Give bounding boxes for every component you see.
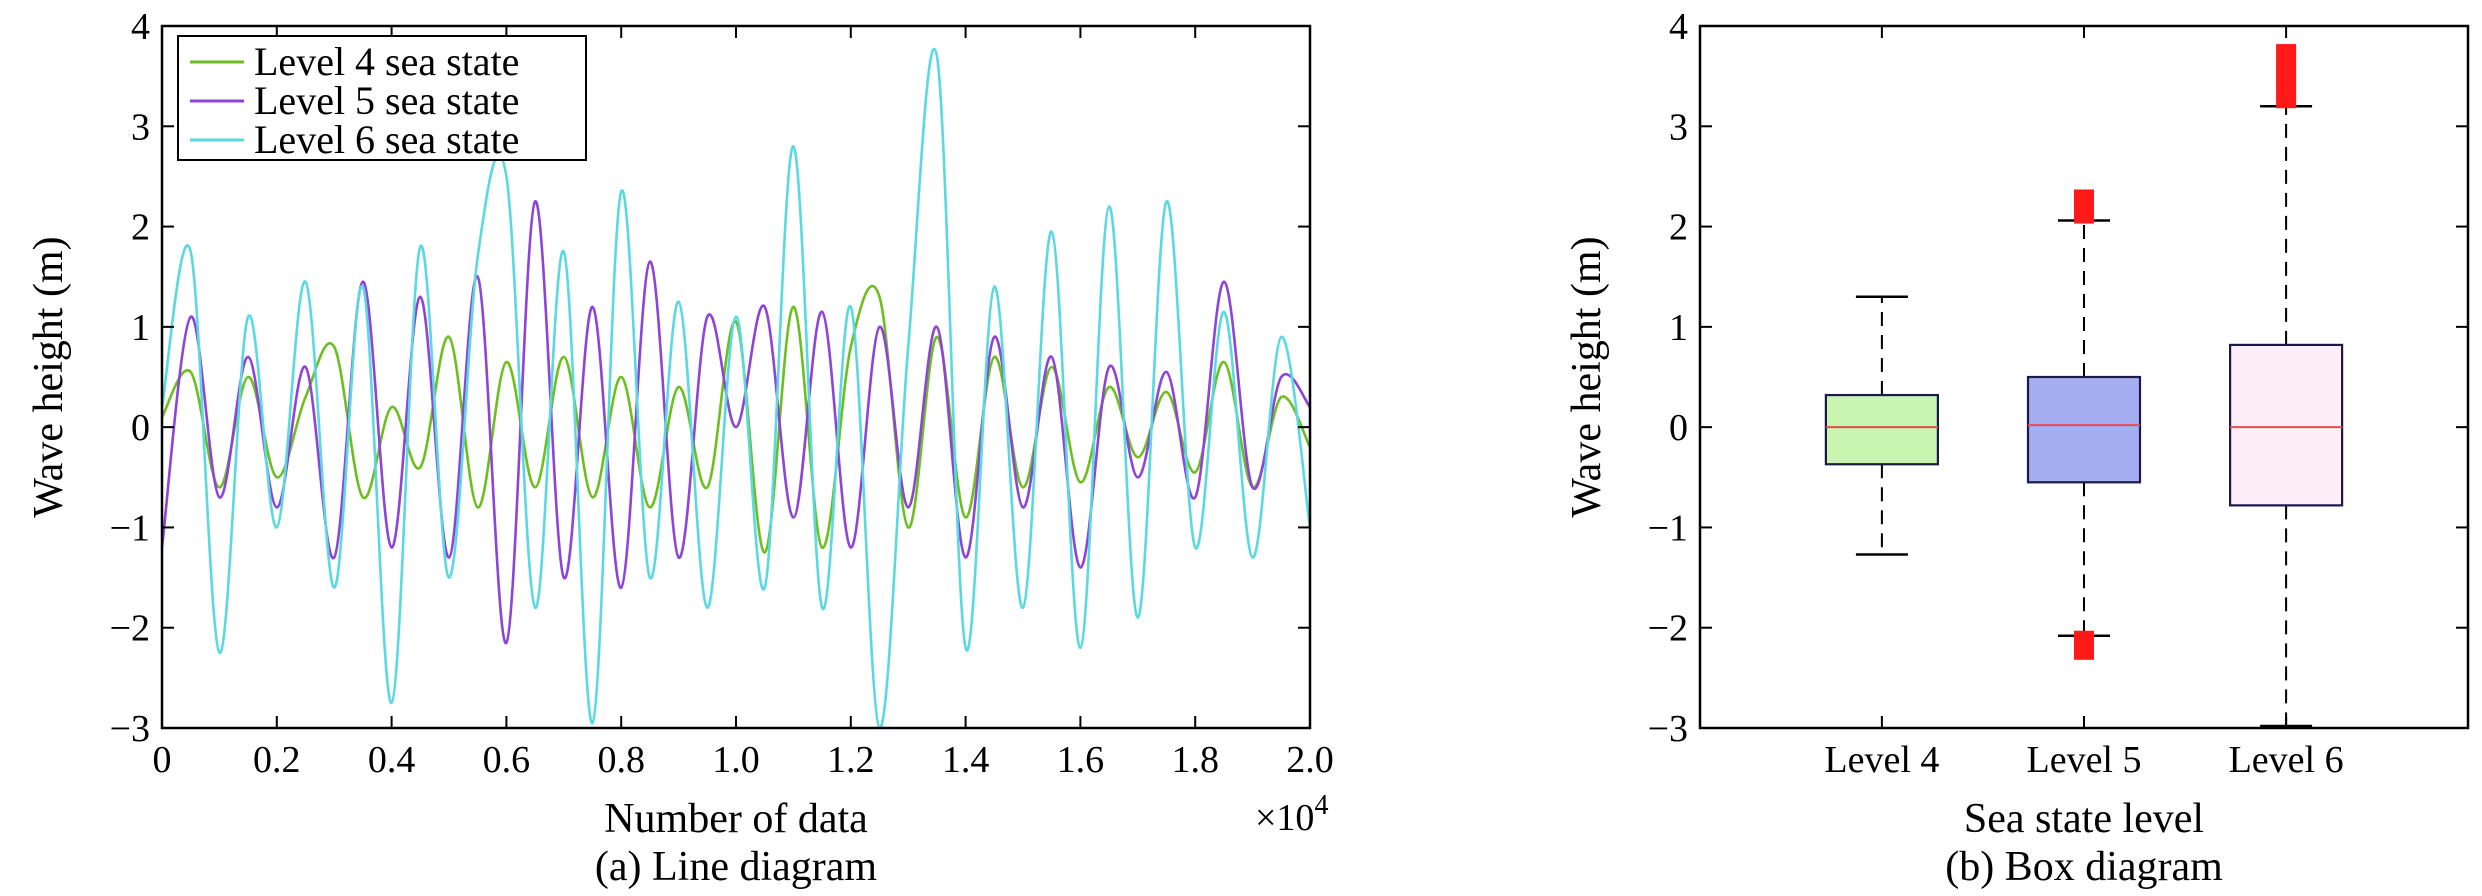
line-chart-y-axis-title: Wave height (m) <box>26 236 72 517</box>
interquartile-box <box>2026 375 2142 484</box>
x-tick-label: 0.4 <box>368 739 416 781</box>
box-chart-y-ticks: −3 −2 −1 0 1 2 3 4 <box>1648 6 2468 750</box>
x-tick-label: 1.4 <box>942 739 990 781</box>
box-level-4 <box>1824 295 1939 556</box>
line-chart-caption: (a) Line diagram <box>595 844 878 890</box>
y-tick-label: 3 <box>131 106 150 148</box>
y-tick-label: −1 <box>110 507 150 549</box>
series-line-level-6 <box>160 47 1312 730</box>
y-tick-label: 3 <box>1669 106 1688 148</box>
y-tick-label: 1 <box>131 307 150 349</box>
y-tick-label: 4 <box>1669 6 1688 48</box>
box-level-5 <box>2026 189 2142 660</box>
y-tick-label: 2 <box>1669 207 1688 249</box>
interquartile-box <box>1824 393 1939 466</box>
line-chart-x-multiplier: ×104 <box>1255 790 1328 839</box>
y-tick-label: −2 <box>1648 608 1688 650</box>
box-chart-panel: −3 −2 −1 0 1 2 3 4 Level 4 Level 5 Level 6 Sea st… <box>1564 6 2470 890</box>
legend-entry: Level 5 sea state <box>254 78 519 123</box>
legend-entry: Level 4 sea state <box>254 39 519 84</box>
series-line-level-5 <box>160 200 1312 645</box>
x-tick-label: 1.2 <box>827 739 875 781</box>
interquartile-box <box>2229 343 2344 507</box>
x-tick-label: 0 <box>153 739 172 781</box>
x-tick-label: 0.2 <box>253 739 301 781</box>
box-chart-boxes-group <box>1824 44 2344 728</box>
x-tick-label: 1.0 <box>712 739 760 781</box>
x-tick-label: 0.6 <box>483 739 531 781</box>
legend-entry: Level 6 sea state <box>254 117 519 162</box>
y-tick-label: 4 <box>131 6 150 48</box>
box-level-6 <box>2229 44 2344 728</box>
line-chart-series-group <box>160 47 1312 730</box>
x-tick-label: 1.6 <box>1057 739 1105 781</box>
box-chart-x-ticks: Level 4 Level 5 Level 6 <box>1824 26 2344 781</box>
line-chart-x-axis-title: Number of data <box>604 796 868 842</box>
box-chart-x-axis-title: Sea state level <box>1964 796 2204 842</box>
y-tick-label: 1 <box>1669 307 1688 349</box>
y-tick-label: −3 <box>110 708 150 750</box>
outlier-marker <box>2074 189 2094 204</box>
x-category-label: Level 4 <box>1824 739 1939 781</box>
y-tick-label: 2 <box>131 207 150 249</box>
x-category-label: Level 6 <box>2229 739 2344 781</box>
x-tick-label: 1.8 <box>1171 739 1219 781</box>
x-category-label: Level 5 <box>2026 739 2141 781</box>
line-chart-y-ticks: −3 −2 −1 0 1 2 3 4 <box>110 6 1310 750</box>
y-tick-label: −3 <box>1648 708 1688 750</box>
x-tick-label: 0.8 <box>597 739 645 781</box>
y-tick-label: −2 <box>110 608 150 650</box>
legend-box <box>177 35 587 161</box>
box-chart-caption: (b) Box diagram <box>1945 844 2223 890</box>
outlier-marker <box>2074 645 2094 660</box>
y-tick-label: 0 <box>1669 407 1688 449</box>
line-chart-panel: 0 0.2 0.4 0.6 0.8 1.0 1.2 1.4 1.6 1.8 2.0 −3 −2 −1 0 1… <box>26 6 1334 890</box>
y-tick-label: 0 <box>131 407 150 449</box>
box-chart-y-axis-title: Wave height (m) <box>1564 236 1610 517</box>
outlier-marker <box>2276 44 2297 59</box>
y-tick-label: −1 <box>1648 507 1688 549</box>
x-tick-label: 2.0 <box>1286 739 1334 781</box>
